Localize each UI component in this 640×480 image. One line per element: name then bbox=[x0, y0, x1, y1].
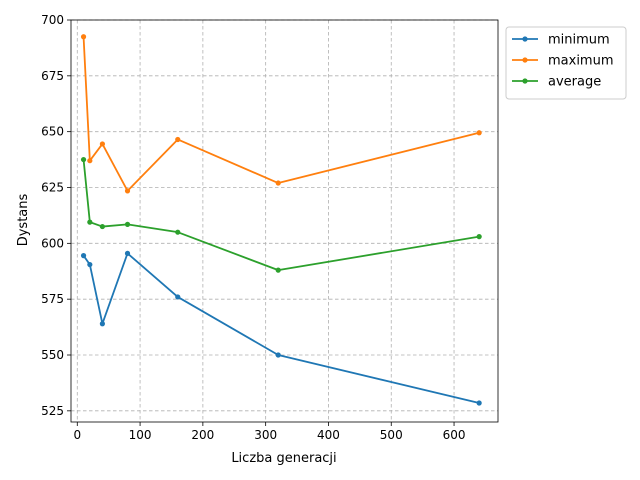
axes bbox=[67, 19, 499, 426]
data-point-average bbox=[99, 223, 105, 230]
legend: minimum maximum average bbox=[505, 26, 627, 100]
x-tick-label: 600 bbox=[443, 428, 466, 442]
plot-frame bbox=[70, 19, 499, 423]
x-tick-label: 0 bbox=[73, 428, 81, 442]
data-point-average bbox=[175, 229, 181, 235]
data-point-average bbox=[124, 221, 131, 227]
y-tick-label: 525 bbox=[41, 404, 64, 418]
y-tick-label: 675 bbox=[41, 69, 64, 83]
tick-labels: 0 100 200 300 400 500 600 525 550 575 600 625 650 675… bbox=[41, 13, 465, 442]
data-point-maximum bbox=[99, 141, 105, 147]
data-point-minimum bbox=[124, 250, 131, 256]
data-point-average bbox=[87, 219, 93, 225]
x-tick-label: 200 bbox=[191, 428, 214, 442]
y-tick-label: 575 bbox=[41, 292, 64, 306]
series-line-minimum bbox=[82, 252, 480, 404]
legend-label-maximum: maximum bbox=[548, 54, 614, 69]
data-point-maximum bbox=[175, 136, 181, 143]
legend-marker-minimum bbox=[522, 36, 528, 42]
data-point-average bbox=[275, 267, 281, 273]
data-point-minimum bbox=[275, 352, 281, 358]
legend-label-minimum: minimum bbox=[548, 33, 610, 48]
y-tick-label: 625 bbox=[41, 181, 64, 195]
data-point-maximum bbox=[476, 130, 482, 136]
data-point-maximum bbox=[87, 158, 93, 164]
legend-marker-maximum bbox=[522, 57, 528, 63]
data-point-average bbox=[476, 234, 482, 240]
series-line-maximum bbox=[82, 36, 480, 192]
y-axis-label: Dystans bbox=[16, 194, 31, 247]
x-tick-label: 100 bbox=[129, 428, 152, 442]
y-tick-label: 550 bbox=[41, 348, 64, 362]
data-point-minimum bbox=[175, 294, 181, 300]
data-point-minimum bbox=[80, 253, 87, 259]
x-axis-label: Liczba generacji bbox=[231, 451, 336, 466]
legend-label-average: average bbox=[548, 75, 601, 90]
data-point-maximum bbox=[124, 188, 131, 194]
legend-marker-average bbox=[522, 78, 528, 84]
data-point-maximum bbox=[80, 34, 87, 40]
data-point-average bbox=[80, 156, 87, 163]
x-tick-label: 300 bbox=[254, 428, 277, 442]
data-point-minimum bbox=[99, 321, 105, 327]
x-tick-label: 500 bbox=[380, 428, 403, 442]
grid-lines bbox=[71, 19, 498, 422]
data-point-minimum bbox=[476, 400, 482, 406]
data-point-maximum bbox=[275, 180, 281, 186]
x-tick-label: 400 bbox=[317, 428, 340, 442]
series-lines bbox=[80, 34, 482, 406]
data-point-minimum bbox=[87, 261, 93, 268]
y-tick-label: 650 bbox=[41, 125, 64, 139]
y-tick-label: 600 bbox=[41, 236, 64, 250]
y-tick-label: 700 bbox=[41, 13, 64, 27]
